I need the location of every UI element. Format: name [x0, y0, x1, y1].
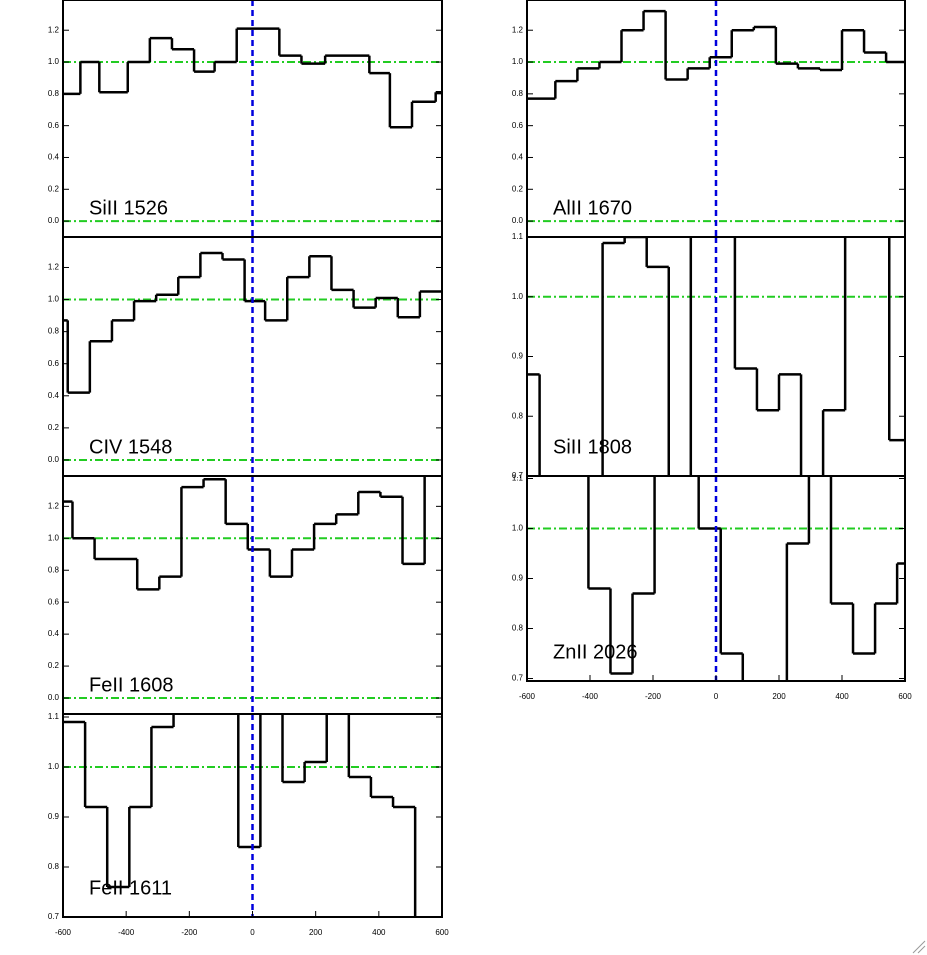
- y-tick-label: 1.0: [512, 292, 524, 301]
- resize-grip: [912, 940, 926, 954]
- x-tick-label: -200: [645, 692, 662, 701]
- panel-title: ZnII 2026: [553, 641, 638, 663]
- y-tick-label: 0.0: [48, 455, 60, 464]
- plot-area: [63, 714, 442, 917]
- plot-area: [63, 237, 442, 476]
- x-tick-label: 600: [898, 692, 912, 701]
- y-tick-label: 0.4: [512, 153, 524, 162]
- y-tick-label: 0.6: [512, 121, 524, 130]
- y-tick-label: 0.9: [512, 574, 524, 583]
- y-tick-label: 1.0: [48, 57, 60, 66]
- x-tick-label: 0: [250, 928, 255, 937]
- x-tick-label: 400: [372, 928, 386, 937]
- x-tick-label: -400: [582, 692, 599, 701]
- panel-title: FeII 1608: [89, 674, 174, 696]
- panel-frame: [526, 475, 906, 682]
- plot-area: [63, 0, 442, 237]
- y-tick-label: 0.8: [48, 89, 60, 98]
- y-tick-label: 1.2: [48, 25, 60, 34]
- x-tick-label: 600: [435, 928, 449, 937]
- panel: 0.7 0.8 0.9 1.0 1.1 SiII 1808: [512, 232, 906, 480]
- plot-area: [63, 476, 442, 714]
- y-tick-label: 1.0: [48, 762, 60, 771]
- panel-frame: [62, 713, 443, 918]
- y-tick-label: 0.0: [48, 216, 60, 225]
- x-tick-label: -600: [519, 692, 536, 701]
- y-tick-label: 0.4: [48, 391, 60, 400]
- y-tick-label: 0.0: [48, 693, 60, 702]
- y-tick-label: 0.6: [48, 121, 60, 130]
- plot-area: [527, 237, 905, 476]
- panel-title: AlII 1670: [553, 197, 632, 219]
- y-tick-label: 0.9: [512, 352, 524, 361]
- y-tick-label: 1.0: [48, 533, 60, 542]
- x-tick-label: 200: [309, 928, 323, 937]
- y-tick-label: 0.8: [512, 624, 524, 633]
- y-tick-label: 1.2: [48, 263, 60, 272]
- y-tick-label: 0.2: [48, 184, 60, 193]
- y-tick-label: 0.7: [512, 674, 524, 683]
- y-tick-label: 1.1: [512, 474, 524, 483]
- panel-title: CIV 1548: [89, 436, 172, 458]
- plot-area: [527, 476, 905, 681]
- panel-title: SiII 1526: [89, 197, 168, 219]
- y-tick-label: 0.8: [512, 411, 524, 420]
- y-tick-label: 0.8: [48, 565, 60, 574]
- panel: 0.0 0.2 0.4 0.6 0.8 1.0 1.2 CIV 1548: [48, 236, 443, 477]
- y-tick-label: 0.0: [512, 216, 524, 225]
- panel-title: SiII 1808: [553, 436, 632, 458]
- panel: 0.7 0.8 0.9 1.0 1.1 -600 -400 -200 0 200 400 600 ZnI…: [512, 474, 912, 702]
- y-tick-label: 1.0: [512, 57, 524, 66]
- y-tick-label: 1.0: [512, 524, 524, 533]
- y-tick-label: 0.8: [48, 327, 60, 336]
- x-tick-label: -400: [118, 928, 135, 937]
- panel: 0.0 0.2 0.4 0.6 0.8 1.0 1.2 FeII 1608: [48, 475, 443, 715]
- y-tick-label: 1.0: [48, 295, 60, 304]
- x-tick-label: -200: [181, 928, 198, 937]
- y-tick-label: 0.7: [48, 912, 60, 921]
- panel: 0.7 0.8 0.9 1.0 1.1 -600 -400 -200 0 200 400 600 FeI…: [48, 712, 449, 937]
- y-tick-label: 0.9: [48, 812, 60, 821]
- x-tick-label: 200: [772, 692, 786, 701]
- x-tick-label: 400: [835, 692, 849, 701]
- y-tick-label: 0.6: [48, 597, 60, 606]
- plot-area: [527, 0, 905, 237]
- panel: 0.0 0.2 0.4 0.6 0.8 1.0 1.2 AlII 1670: [512, 0, 906, 238]
- panel-title: FeII 1611: [89, 877, 172, 899]
- x-tick-label: 0: [714, 692, 719, 701]
- y-tick-label: 1.2: [48, 501, 60, 510]
- y-tick-label: 0.4: [48, 153, 60, 162]
- y-tick-label: 1.1: [512, 232, 524, 241]
- y-tick-label: 1.1: [48, 712, 60, 721]
- y-tick-label: 0.6: [48, 359, 60, 368]
- y-tick-label: 0.2: [48, 423, 60, 432]
- y-tick-label: 0.8: [48, 862, 60, 871]
- y-tick-label: 1.2: [512, 25, 524, 34]
- panel: 0.0 0.2 0.4 0.6 0.8 1.0 1.2 SiII 1526: [48, 0, 443, 238]
- y-tick-label: 0.8: [512, 89, 524, 98]
- y-tick-label: 0.7: [512, 471, 524, 480]
- y-tick-label: 0.2: [48, 661, 60, 670]
- y-tick-label: 0.4: [48, 629, 60, 638]
- x-tick-label: -600: [55, 928, 72, 937]
- y-tick-label: 0.2: [512, 184, 524, 193]
